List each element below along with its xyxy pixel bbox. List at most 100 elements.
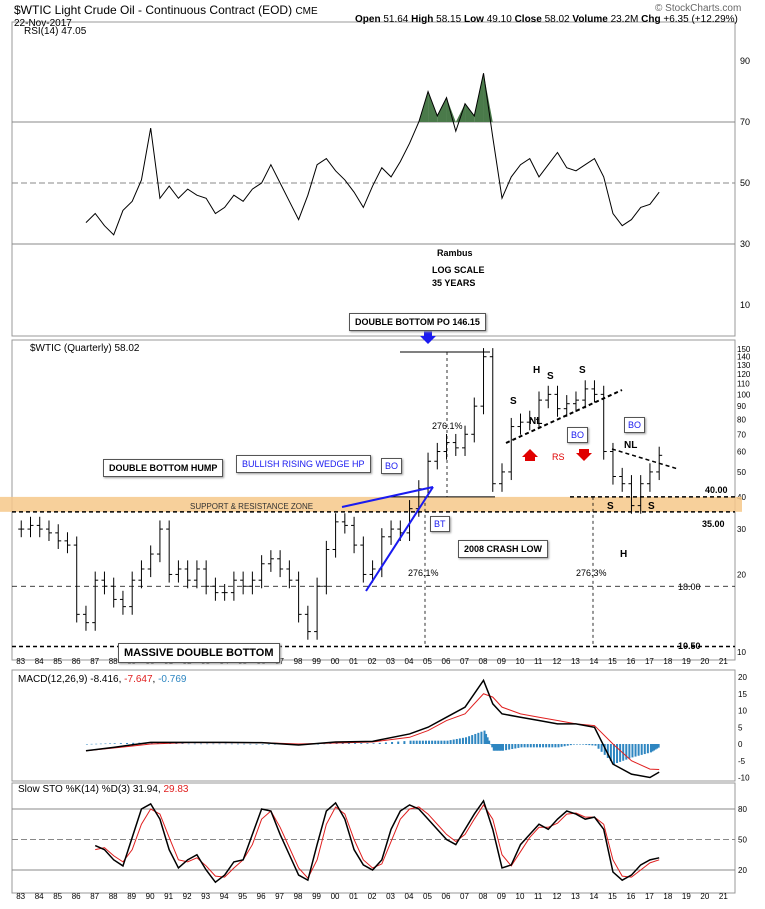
x-tick-label: 06: [442, 657, 451, 666]
bo-box-2: BO: [567, 427, 589, 443]
macd-hist-bar: [440, 740, 443, 744]
x-tick-label: 95: [238, 892, 247, 901]
x-tick-label: 99: [312, 657, 321, 666]
support-resistance-zone: [0, 496, 742, 512]
macd-hist-bar: [597, 744, 600, 749]
wedge-lower-line: [365, 486, 434, 592]
fib-label-right: 276.3%: [576, 568, 607, 578]
macd-hist-bar: [193, 743, 196, 745]
bo-box-1: BO: [381, 458, 403, 474]
level-18-label: 18.00: [678, 582, 701, 592]
macd-hist-bar: [491, 744, 494, 748]
macd-hist-bar: [612, 744, 615, 765]
price-tick-label: 10: [737, 648, 746, 657]
macd-hist-bar: [609, 744, 612, 762]
x-tick-label: 99: [312, 892, 321, 901]
price-tick-label: 110: [737, 380, 750, 389]
macd-hist-bar: [468, 736, 471, 744]
macd-hist-bar: [461, 737, 464, 744]
macd-hist-bar: [520, 744, 523, 748]
watermark: © StockCharts.com: [655, 3, 742, 14]
sto-k-line: [94, 799, 660, 884]
s-label-2: S: [547, 371, 554, 382]
macd-tick-label: 0: [738, 740, 743, 749]
macd-hist-bar: [651, 744, 654, 752]
macd-hist-bar: [485, 733, 488, 744]
macd-hist-bar: [542, 744, 545, 748]
macd-hist-bar: [538, 744, 541, 748]
chart-title: $WTIC Light Crude Oil - Continuous Contr…: [14, 3, 318, 17]
x-tick-label: 87: [90, 657, 99, 666]
macd-hist-bar: [508, 744, 511, 750]
x-tick-label: 01: [349, 892, 358, 901]
macd-hist-bar: [150, 742, 153, 744]
macd-value: -8.416: [90, 674, 119, 685]
x-tick-label: 88: [109, 657, 118, 666]
sto-tick-label: 50: [738, 836, 747, 845]
years-label: 35 YEARS: [432, 278, 476, 288]
macd-tick-label: -5: [738, 757, 746, 766]
macd-line: [85, 678, 660, 779]
log-scale-label: LOG SCALE: [432, 265, 485, 275]
x-tick-label: 17: [645, 657, 654, 666]
sto-k-value: 31.94: [132, 784, 158, 795]
red-up-arrow: [522, 449, 538, 461]
wedge-upper-line: [341, 486, 434, 508]
rsi-tick-label: 10: [740, 300, 750, 310]
macd-hist-bar: [494, 744, 497, 751]
macd-hist-bar: [175, 743, 178, 744]
macd-hist-bar: [218, 743, 221, 745]
macd-hist-bar: [554, 744, 557, 748]
x-tick-label: 13: [571, 657, 580, 666]
rs-top-label: S: [579, 365, 586, 376]
double-bottom-po-box: DOUBLE BOTTOM PO 146.15: [349, 313, 486, 331]
s-low-label-1: S: [607, 501, 614, 512]
nl-label-2: NL: [624, 440, 638, 451]
macd-hist-bar: [563, 744, 566, 747]
x-tick-label: 84: [35, 657, 44, 666]
rsi-tick-label: 50: [740, 178, 750, 188]
macd-hist-bar: [397, 741, 400, 744]
crash-low-box: 2008 CRASH LOW: [458, 540, 549, 558]
volume-label: Volume: [572, 14, 608, 25]
macd-hist-bar: [415, 740, 418, 744]
x-tick-label: 10: [516, 657, 525, 666]
x-tick-label: 05: [423, 892, 432, 901]
macd-hist-bar: [104, 743, 107, 745]
rambus-label: Rambus: [437, 248, 473, 258]
macd-hist-bar: [449, 740, 452, 744]
macd-hist-bar: [90, 743, 93, 745]
price-tick-label: 60: [737, 448, 746, 457]
x-tick-label: 09: [497, 657, 506, 666]
macd-hist-bar: [495, 744, 498, 751]
macd-hist-bar: [446, 740, 449, 744]
x-tick-label: 15: [608, 892, 617, 901]
ls-label: S: [510, 396, 517, 407]
macd-hist-bar: [585, 744, 588, 745]
macd-legend-name: MACD(12,26,9): [18, 674, 88, 685]
macd-hist-bar: [409, 740, 412, 744]
neckline-2: [611, 448, 679, 470]
macd-hist-bar: [653, 744, 656, 751]
macd-hist-bar: [600, 744, 603, 752]
close-label: Close: [514, 14, 542, 25]
h-label: H: [533, 365, 541, 376]
macd-hist-bar: [187, 743, 190, 745]
x-tick-label: 83: [16, 657, 25, 666]
rsi-line: [85, 73, 660, 236]
fib-label-lower: 276.1%: [408, 568, 439, 578]
macd-hist-bar: [119, 743, 122, 744]
macd-hist-bar: [443, 740, 446, 744]
sto-legend: Slow STO %K(14) %D(3) 31.94, 29.83: [18, 784, 189, 795]
macd-tick-label: 20: [738, 673, 747, 682]
x-tick-label: 88: [109, 892, 118, 901]
macd-hist-bar: [569, 744, 572, 746]
macd-hist-bar: [403, 741, 406, 744]
x-tick-label: 17: [645, 892, 654, 901]
macd-hist-bar: [181, 743, 184, 744]
hist-value: -0.769: [158, 674, 187, 685]
macd-hist-bar: [437, 740, 440, 744]
x-tick-label: 03: [386, 657, 395, 666]
x-tick-label: 13: [571, 892, 580, 901]
macd-tick-label: -10: [738, 774, 750, 783]
